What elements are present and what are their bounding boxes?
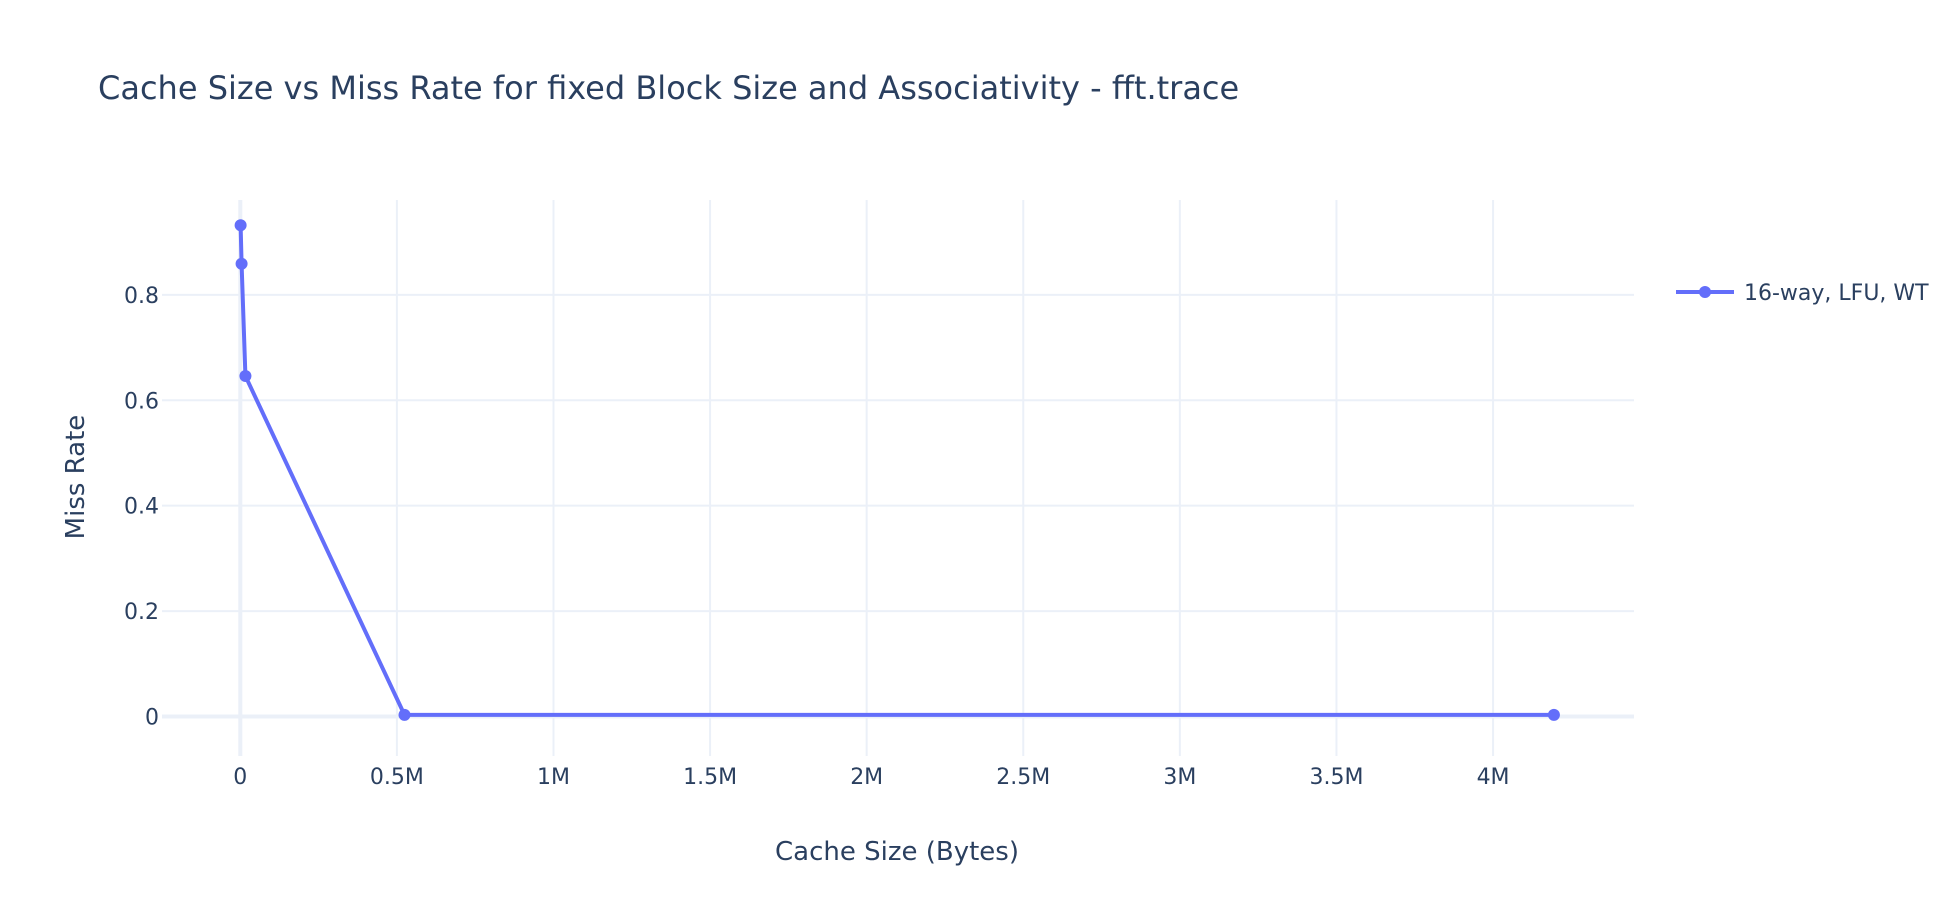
x-axis-title: Cache Size (Bytes) <box>775 837 1019 867</box>
y-axis-ticks: 0 0.2 0.4 0.6 0.8 <box>124 284 159 731</box>
y-tick-label: 0.6 <box>124 389 159 414</box>
x-tick-label: 1M <box>537 765 570 790</box>
x-axis-ticks: 0 0.5M 1M 1.5M 2M 2.5M 3M 3.5M 4M <box>233 765 1509 790</box>
y-tick-label: 0.2 <box>124 600 159 625</box>
x-tick-label: 2M <box>850 765 883 790</box>
legend-label: 16-way, LFU, WT <box>1744 281 1929 306</box>
x-tick-label: 3M <box>1163 765 1196 790</box>
x-tick-label: 4M <box>1477 765 1510 790</box>
data-point[interactable] <box>398 708 411 721</box>
x-tick-label: 0.5M <box>370 765 424 790</box>
data-point[interactable] <box>235 257 248 270</box>
data-point[interactable] <box>1547 708 1560 721</box>
data-point[interactable] <box>239 370 252 383</box>
x-tick-label: 1.5M <box>683 765 737 790</box>
series-layer <box>234 219 1560 721</box>
x-tick-label: 3.5M <box>1309 765 1363 790</box>
legend[interactable]: 16-way, LFU, WT <box>1676 281 1929 306</box>
y-tick-label: 0 <box>145 705 159 730</box>
data-point[interactable] <box>234 219 247 232</box>
y-tick-label: 0.8 <box>124 284 159 309</box>
x-tick-label: 2.5M <box>996 765 1050 790</box>
x-tick-label: 0 <box>233 765 247 790</box>
legend-marker <box>1699 286 1711 298</box>
y-axis-title: Miss Rate <box>61 415 91 540</box>
chart-title: Cache Size vs Miss Rate for fixed Block … <box>98 69 1239 107</box>
y-tick-label: 0.4 <box>124 495 159 520</box>
